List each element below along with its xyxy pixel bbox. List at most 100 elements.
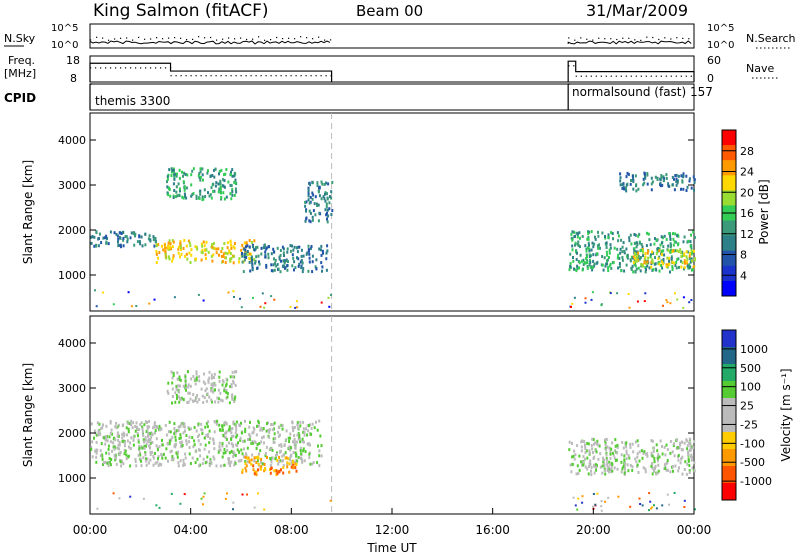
power-cell (192, 167, 195, 171)
velocity-cell (183, 493, 186, 496)
power-cell (591, 241, 594, 245)
velocity-cell (627, 454, 630, 458)
power-cell (248, 245, 251, 249)
velocity-cell (141, 425, 144, 429)
velocity-cell (219, 391, 222, 395)
velocity-cell (155, 504, 158, 507)
velocity-cell (274, 437, 277, 440)
velocity-cell (282, 459, 284, 463)
power-cell (255, 255, 258, 259)
velocity-cell (273, 432, 276, 436)
power-cell (173, 173, 176, 177)
velocity-cell (614, 438, 617, 442)
velocity-cell (235, 420, 238, 424)
velocity-cell (610, 447, 613, 451)
velocity-cell (687, 457, 690, 461)
power-cell (619, 247, 622, 251)
power-cell (646, 251, 649, 255)
velocity-cell (174, 438, 177, 442)
velocity-cell (244, 430, 247, 434)
power-cell (298, 245, 301, 249)
noise-panel-frame (89, 23, 695, 49)
power-cell (201, 195, 204, 199)
power-cell (650, 176, 653, 180)
power-cell (671, 175, 674, 179)
velocity-cell (672, 469, 674, 473)
velocity-cell (624, 461, 627, 465)
power-cell (621, 256, 624, 259)
velocity-cell (182, 458, 185, 462)
velocity-cell (621, 467, 624, 471)
velocity-cell (125, 453, 128, 457)
power-cell (179, 242, 182, 246)
cpid-marks: themis 3300 normalsound (fast) 157 (89, 83, 713, 110)
velocity-cell (143, 440, 145, 444)
velocity-cell (669, 451, 672, 455)
velocity-cell (666, 459, 669, 462)
velocity-cell (577, 472, 580, 475)
noise-search-point (138, 36, 140, 38)
power-cell (329, 195, 331, 199)
velocity-cell (268, 430, 271, 434)
velocity-cell (103, 436, 106, 440)
power-cell (587, 237, 590, 241)
velocity-cell (110, 458, 113, 461)
velocity-cell (198, 433, 201, 437)
velocity-cell (248, 458, 251, 462)
velocity-cell (286, 465, 289, 469)
velocity-cell (278, 455, 281, 459)
velocity-cell (223, 448, 226, 451)
velocity-cell (216, 396, 219, 400)
power-cell (625, 186, 627, 190)
velocity-cell (676, 446, 679, 450)
power-cell (617, 253, 620, 257)
velocity-cell (160, 427, 163, 431)
power-cell (244, 252, 247, 256)
power-cell (630, 242, 633, 246)
velocity-cell (588, 465, 590, 468)
power-cell (325, 181, 328, 185)
power-cell (129, 236, 132, 240)
power-cell (633, 233, 636, 236)
velocity-cell (294, 446, 297, 450)
power-cell (172, 256, 175, 260)
velocity-cell (202, 401, 205, 404)
power-cell (305, 200, 308, 204)
velocity-cell (659, 439, 662, 443)
power-cell (199, 189, 202, 193)
velocity-cell (270, 447, 273, 451)
power-cell (597, 246, 600, 250)
power-cell (223, 179, 226, 182)
power-cell (665, 265, 668, 268)
velocity-cell (211, 385, 214, 389)
power-cell (588, 253, 591, 257)
velocity-colorbar-swatch (722, 398, 736, 416)
velocity-cell (177, 425, 180, 429)
velocity-cell (310, 426, 313, 430)
velocity-cell (221, 444, 224, 448)
velocity-cell (210, 389, 213, 392)
velocity-cell (201, 394, 204, 398)
power-cell (651, 250, 654, 254)
velocity-cell (255, 456, 258, 459)
power-cell (205, 248, 208, 252)
velocity-cell (320, 454, 323, 458)
power-cell (245, 241, 248, 245)
velocity-cell (289, 455, 292, 459)
velocity-cell (602, 456, 604, 460)
velocity-cell (107, 444, 110, 448)
velocity-cell (288, 440, 291, 443)
power-cell (219, 182, 222, 185)
power-cell (264, 253, 267, 257)
power-colorbar-tick-label: 12 (740, 228, 754, 241)
noise-search-point (234, 38, 236, 40)
power-cell (579, 245, 581, 249)
velocity-cell (240, 448, 243, 452)
power-cell (581, 268, 584, 272)
nave-point (165, 67, 167, 69)
velocity-cell (286, 461, 289, 465)
velocity-cell (208, 370, 211, 374)
velocity-cell (113, 447, 116, 451)
power-cell (317, 219, 320, 223)
power-cell (307, 186, 310, 190)
